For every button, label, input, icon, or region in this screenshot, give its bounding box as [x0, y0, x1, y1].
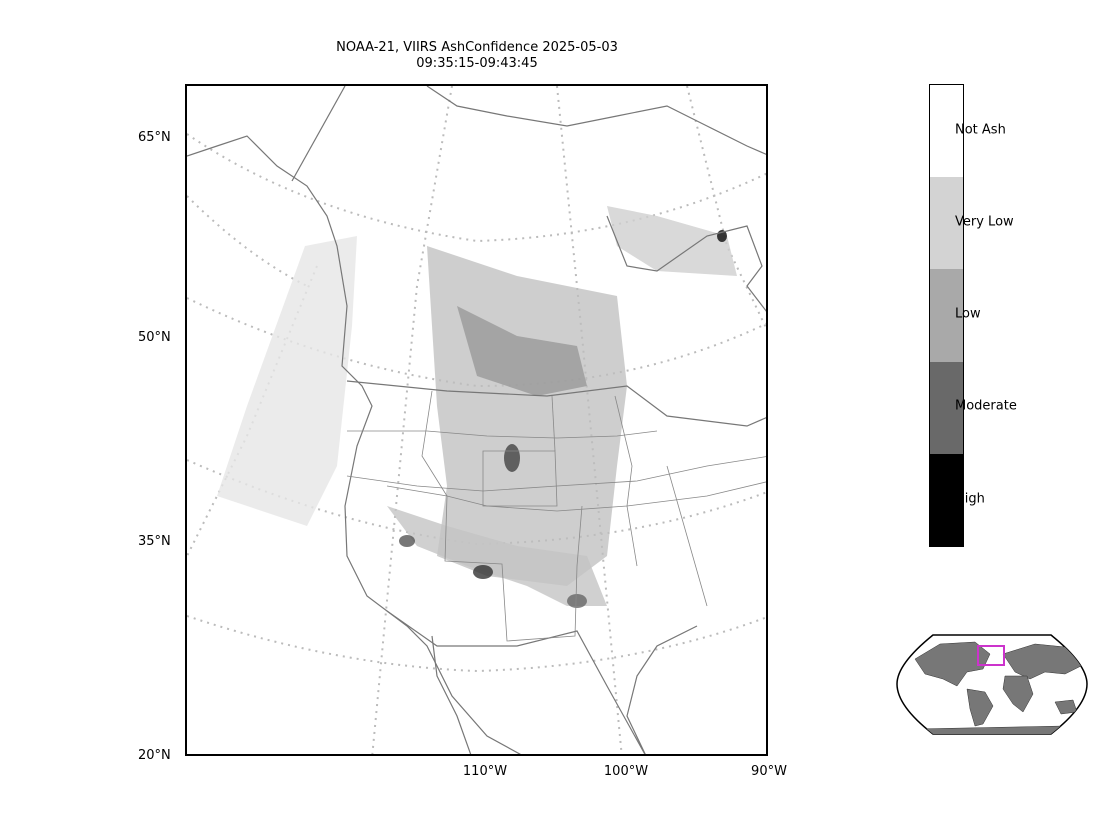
continents: [914, 641, 1086, 734]
locator-extent-box: [977, 645, 1005, 666]
graticule-lon-120: [371, 86, 453, 754]
ash-swath: [217, 206, 737, 608]
alaska-border: [291, 86, 346, 182]
dakotas-border: [551, 395, 556, 452]
gulf-coastline: [626, 625, 698, 754]
lon-label-100: 100°W: [603, 764, 649, 779]
ash-spot-2: [473, 565, 493, 579]
colorbar-segment-low: [930, 269, 963, 362]
map-title: NOAA-21, VIIRS AshConfidence 2025-05-03 …: [186, 40, 768, 72]
title-line-1: NOAA-21, VIIRS AshConfidence 2025-05-03: [336, 40, 618, 55]
lat-label-20: 20°N: [138, 748, 171, 763]
colorbar-label-moderate: Moderate: [955, 398, 1017, 414]
colorbar-segment-very-low: [930, 177, 963, 270]
eurasia-shape: [1002, 643, 1086, 680]
colorbar-segment-high: [930, 453, 963, 546]
state-borders: [346, 390, 766, 642]
colorbar-label-very-low: Very Low: [955, 214, 1014, 230]
ash-spot-1: [504, 444, 520, 472]
map-panel[interactable]: [185, 84, 768, 756]
north-america-shape: [914, 641, 991, 687]
graticule-lat-30: [187, 615, 766, 673]
swath-core-north: [457, 306, 587, 396]
ash-spot-5: [567, 594, 587, 608]
lat-label-35: 35°N: [138, 534, 171, 549]
colorbar-label-low: Low: [955, 306, 981, 322]
colorbar: [929, 84, 964, 547]
hudson-bay-coast: [606, 215, 766, 312]
lon-label-110: 110°W: [462, 764, 508, 779]
colorbar-label-high: High: [955, 491, 985, 507]
state-line-1: [347, 430, 658, 439]
four-corners-lines: [444, 495, 583, 642]
us-canada-border: [346, 380, 766, 427]
swath-hudson: [607, 206, 737, 276]
midwest-border: [614, 395, 638, 567]
world-locator-inset: [895, 634, 1089, 736]
title-line-2: 09:35:15-09:43:45: [416, 56, 538, 71]
wyoming-outline: [482, 450, 558, 507]
graticule-lon-90: [686, 86, 766, 330]
arctic-coastline: [426, 86, 766, 155]
ash-spot-3: [399, 535, 415, 547]
state-line-2: [346, 456, 766, 492]
baja-peninsula: [431, 635, 472, 754]
lon-label-90: 90°W: [751, 764, 787, 779]
pacific-coastline: [187, 135, 521, 754]
graticule-lon-100: [556, 86, 623, 754]
locator-globe: [896, 634, 1088, 735]
coastlines: [187, 86, 766, 754]
lat-label-50: 50°N: [138, 330, 171, 345]
graticule-lat-60: [187, 133, 766, 243]
swath-south: [387, 506, 607, 606]
us-mexico-border: [386, 610, 646, 754]
colorbar-label-not-ash: Not Ash: [955, 122, 1006, 138]
idaho-border: [421, 390, 448, 497]
map-canvas: [187, 86, 766, 754]
colorbar-segment-moderate: [930, 361, 963, 454]
swath-west: [217, 236, 357, 526]
south-america-shape: [966, 688, 994, 727]
colorbar-segment-not-ash: [930, 85, 963, 178]
graticule-lat-partial: [187, 195, 308, 287]
africa-shape: [1002, 675, 1034, 713]
mississippi-line: [666, 465, 708, 607]
lat-label-65: 65°N: [138, 130, 171, 145]
